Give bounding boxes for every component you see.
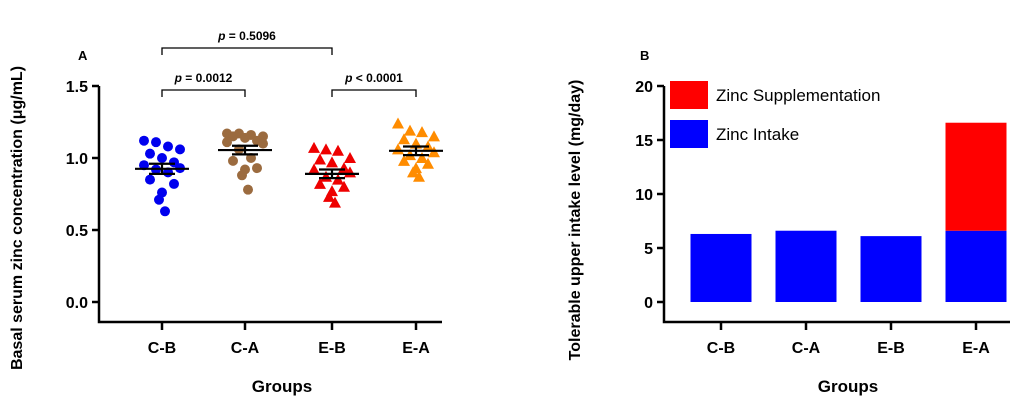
data-point bbox=[392, 143, 404, 155]
data-point bbox=[428, 130, 440, 142]
panel-a-x-ticks: C-B C-A E-B E-A bbox=[148, 322, 430, 357]
significance-bracket bbox=[161, 89, 246, 97]
y-tick-label: 20 bbox=[635, 79, 653, 96]
y-tick-label: 1.5 bbox=[66, 79, 88, 96]
data-point bbox=[323, 190, 335, 202]
data-point bbox=[320, 143, 332, 155]
bar-segment bbox=[860, 236, 922, 302]
data-point bbox=[175, 144, 185, 155]
panel-b: B Tolerable upper intake level (mg/day) … bbox=[567, 48, 1010, 396]
data-point bbox=[258, 138, 268, 149]
significance-bracket bbox=[161, 47, 333, 55]
data-point bbox=[237, 170, 247, 181]
legend-swatch bbox=[670, 81, 708, 109]
panel-b-x-axis-title: Groups bbox=[818, 377, 878, 396]
data-point bbox=[422, 157, 434, 169]
p-value-label: p < 0.0001 bbox=[344, 71, 403, 85]
data-point bbox=[151, 137, 161, 148]
data-point bbox=[246, 153, 256, 163]
x-tick-label: E-B bbox=[877, 340, 905, 357]
panel-a-points bbox=[139, 117, 440, 217]
data-point bbox=[416, 152, 428, 163]
data-point bbox=[145, 148, 155, 159]
data-point bbox=[154, 194, 164, 205]
y-tick-label: 0.0 bbox=[66, 295, 88, 312]
data-point bbox=[228, 155, 238, 166]
panel-a: A Basal serum zinc concentration (μg/mL)… bbox=[9, 29, 443, 396]
data-point bbox=[163, 141, 173, 152]
legend-swatch bbox=[670, 120, 708, 148]
panel-a-label: A bbox=[78, 48, 88, 63]
bar-segment bbox=[945, 122, 1007, 231]
data-point bbox=[240, 132, 250, 143]
bar-segment bbox=[775, 230, 837, 302]
data-point bbox=[243, 184, 253, 195]
data-point bbox=[416, 126, 428, 138]
significance-bracket bbox=[331, 89, 417, 97]
data-point bbox=[332, 144, 344, 156]
y-tick-label: 10 bbox=[635, 187, 653, 204]
data-point bbox=[308, 163, 320, 175]
panel-a-y-axis-title: Basal serum zinc concentration (μg/mL) bbox=[9, 66, 26, 370]
data-point bbox=[413, 170, 425, 182]
panel-a-axes bbox=[97, 86, 442, 324]
y-tick-label: 1.0 bbox=[66, 151, 88, 168]
data-point bbox=[404, 124, 416, 136]
bar-segment bbox=[945, 230, 1007, 302]
data-point bbox=[139, 135, 149, 146]
data-point bbox=[320, 170, 332, 182]
data-point bbox=[314, 153, 326, 165]
panel-b-bars bbox=[690, 122, 1007, 302]
legend-label: Zinc Intake bbox=[716, 125, 799, 144]
data-point bbox=[222, 137, 232, 148]
data-point bbox=[407, 166, 419, 178]
data-point bbox=[314, 177, 326, 189]
data-point bbox=[169, 178, 179, 189]
y-tick-label: 0 bbox=[644, 295, 653, 312]
data-point bbox=[398, 133, 410, 145]
p-value-label: p = 0.5096 bbox=[217, 29, 276, 43]
x-tick-label: C-B bbox=[707, 340, 735, 357]
data-point bbox=[329, 196, 341, 208]
x-tick-label: C-A bbox=[792, 340, 821, 357]
x-tick-label: E-B bbox=[318, 340, 346, 357]
panel-a-significance-brackets: p = 0.5096 p = 0.0012 p < 0.0001 bbox=[161, 29, 417, 97]
data-point bbox=[338, 180, 350, 192]
data-point bbox=[308, 141, 320, 153]
p-value-label: p = 0.0012 bbox=[174, 71, 233, 85]
data-point bbox=[160, 206, 170, 217]
panel-b-label: B bbox=[640, 48, 649, 63]
data-point bbox=[252, 163, 262, 174]
bar-segment bbox=[690, 233, 752, 302]
panel-b-x-ticks: C-B C-A E-B E-A bbox=[707, 322, 990, 357]
data-point bbox=[157, 153, 167, 163]
data-point bbox=[145, 174, 155, 185]
panel-a-means bbox=[135, 144, 443, 180]
legend-label: Zinc Supplementation bbox=[716, 86, 880, 105]
panel-b-axes bbox=[662, 86, 1010, 324]
data-point bbox=[344, 152, 356, 163]
panel-b-legend: Zinc Supplementation Zinc Intake bbox=[670, 81, 880, 148]
panel-a-x-axis-title: Groups bbox=[252, 377, 312, 396]
data-point bbox=[398, 154, 410, 166]
panel-b-y-ticks: 0 5 10 15 20 bbox=[635, 79, 664, 312]
x-tick-label: C-B bbox=[148, 340, 176, 357]
y-tick-label: 15 bbox=[635, 133, 653, 150]
data-point bbox=[326, 156, 338, 168]
panel-a-y-ticks: 0.0 0.5 1.0 1.5 bbox=[66, 79, 99, 312]
x-tick-label: E-A bbox=[962, 340, 990, 357]
data-point bbox=[392, 117, 404, 129]
y-tick-label: 5 bbox=[644, 241, 653, 258]
y-tick-label: 0.5 bbox=[66, 223, 88, 240]
panel-b-y-axis-title: Tolerable upper intake level (mg/day) bbox=[567, 80, 584, 361]
x-tick-label: C-A bbox=[231, 340, 260, 357]
x-tick-label: E-A bbox=[402, 340, 430, 357]
